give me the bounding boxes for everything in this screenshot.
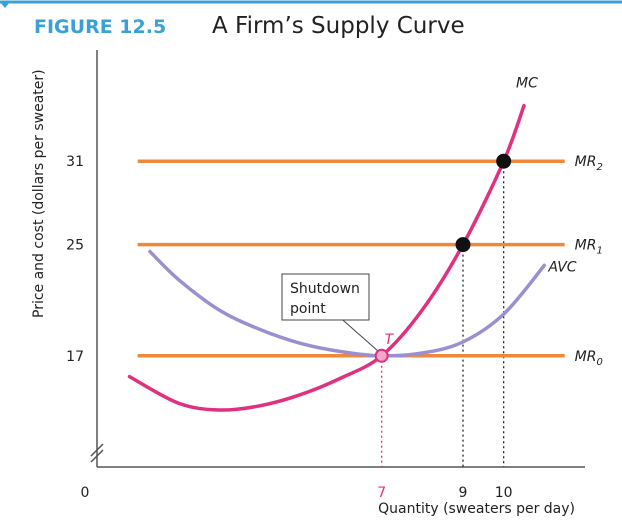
- axis-break-mark: [90, 443, 104, 457]
- figure-title: A Firm’s Supply Curve: [212, 13, 465, 39]
- x-tick-10: 10: [495, 485, 513, 501]
- mr-lines: [137, 159, 565, 358]
- x-axis-label: Quantity (sweaters per day): [378, 501, 575, 517]
- origin-label: 0: [81, 485, 90, 501]
- callout-line-1: Shutdown: [290, 281, 360, 297]
- figure-label: FIGURE 12.5: [34, 16, 166, 38]
- point-label-T: T: [385, 332, 395, 348]
- x-tick-7: 7: [377, 485, 386, 501]
- mc-curve: [127, 103, 526, 412]
- shutdown-callout: Shutdown point: [281, 273, 378, 352]
- y-tick-31: 31: [66, 154, 84, 170]
- curve-labels: MC AVC MR0 MR1 MR2 T: [385, 76, 603, 368]
- header-notch: [0, 2, 10, 8]
- ticks: 17 25 31 7 9 10: [66, 154, 512, 501]
- avc-label: AVC: [547, 259, 576, 275]
- equilibrium-point: [455, 237, 471, 253]
- y-tick-17: 17: [66, 349, 84, 365]
- axis-break-mark: [90, 449, 104, 463]
- mc-label: MC: [516, 76, 538, 92]
- callout-box: [281, 273, 370, 321]
- mr-label-1: MR1: [575, 238, 603, 257]
- cost-curves: [127, 103, 547, 412]
- shutdown-point: [374, 348, 389, 363]
- equilibrium-point: [496, 153, 512, 169]
- mr-label-0: MR0: [575, 349, 603, 368]
- x-tick-9: 9: [459, 485, 468, 501]
- points: [374, 153, 512, 363]
- guide-lines: [381, 161, 505, 467]
- callout-line-2: point: [290, 301, 326, 317]
- avc-curve: [148, 249, 547, 358]
- y-axis-label: Price and cost (dollars per sweater): [31, 69, 47, 318]
- mr-label-2: MR2: [575, 154, 603, 173]
- y-tick-25: 25: [66, 238, 84, 254]
